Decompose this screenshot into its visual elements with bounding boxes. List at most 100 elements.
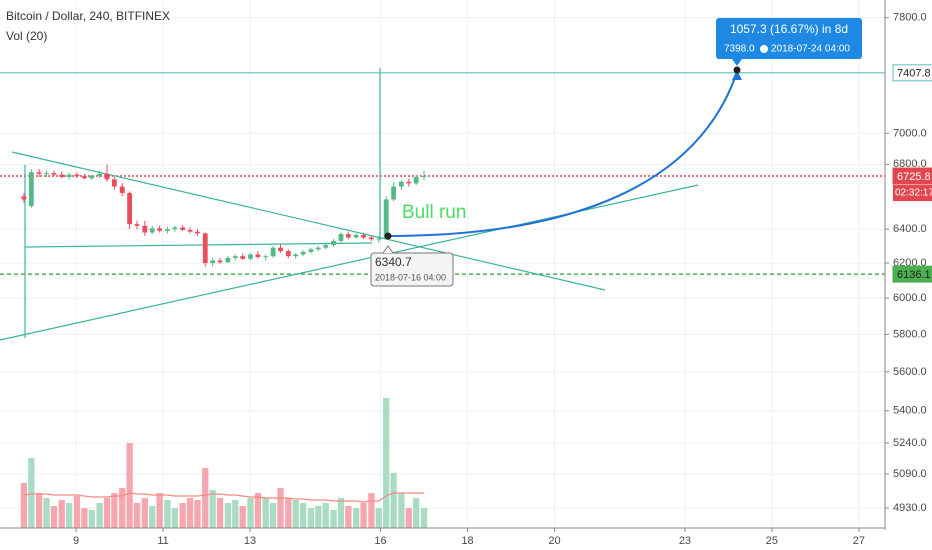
- candle-body: [240, 256, 246, 259]
- volume-bar: [20, 483, 28, 528]
- volume-bar: [88, 510, 95, 528]
- crosshair-date: 2018-07-16 04:00: [375, 272, 446, 282]
- volume-bar: [202, 468, 209, 528]
- volume-bar: [307, 508, 315, 528]
- volume-bar: [360, 503, 367, 528]
- projection-change: 1057.3 (16.67%) in 8d: [730, 22, 848, 36]
- countdown-box: [893, 185, 932, 202]
- volume-bar: [126, 443, 133, 528]
- candle-body: [119, 186, 125, 194]
- volume-bar: [254, 493, 262, 528]
- candle-body: [293, 254, 299, 257]
- x-tick-label: 9: [73, 535, 79, 547]
- candle-body: [59, 174, 65, 177]
- candle-body: [225, 257, 231, 263]
- countdown: 02:32:17: [895, 188, 932, 199]
- candle-body: [74, 174, 80, 177]
- y-tick-label: 7800.0: [893, 12, 927, 24]
- candle-body: [353, 235, 359, 238]
- candle-body: [28, 172, 34, 207]
- crosshair-box: [370, 252, 454, 287]
- volume-bar: [383, 398, 390, 528]
- volume-bar: [368, 493, 375, 528]
- volume-bar: [35, 493, 43, 528]
- candle-body: [308, 249, 314, 252]
- volume-bar: [66, 503, 73, 528]
- volume-bar: [209, 490, 216, 528]
- candle-body: [165, 229, 170, 231]
- y-tick-label: 5240.0: [893, 437, 927, 449]
- volume-bar: [50, 506, 58, 528]
- x-tick-label: 20: [548, 535, 560, 547]
- candle-body: [345, 234, 351, 238]
- volume-bar: [111, 493, 118, 528]
- volume-bar: [216, 498, 224, 528]
- candle-body: [195, 231, 200, 234]
- volume-pane: [20, 398, 428, 528]
- x-tick-label: 25: [766, 535, 778, 547]
- volume-bar: [133, 503, 141, 528]
- projection-date: 2018-07-24 04:00: [771, 44, 850, 55]
- volume-bar: [28, 458, 35, 528]
- volume-bar: [171, 508, 178, 528]
- volume-bar: [164, 500, 171, 528]
- y-tick-label: 6000.0: [893, 292, 927, 304]
- candle-body: [323, 245, 329, 248]
- y-tick-label: 4930.0: [893, 502, 927, 514]
- candle-body: [315, 247, 321, 250]
- x-tick-label: 18: [461, 535, 473, 547]
- candle-body: [255, 254, 261, 258]
- projection-arrow: [732, 70, 742, 80]
- volume-ma-line: [23, 492, 425, 503]
- candle-body: [232, 256, 238, 258]
- candle-body: [44, 173, 49, 175]
- candle-body: [134, 224, 140, 226]
- candle-body: [157, 228, 163, 231]
- projection-curve: [387, 71, 738, 237]
- projection-price: 7398.0: [724, 44, 755, 55]
- candle-body: [331, 240, 336, 246]
- volume-bar: [277, 488, 284, 528]
- volume-bar: [353, 508, 360, 528]
- drawings: [0, 68, 699, 341]
- volume-bar: [337, 498, 345, 528]
- y-tick-label: 5400.0: [893, 405, 927, 417]
- volume-bar: [292, 500, 299, 528]
- candle-body: [278, 247, 283, 252]
- volume-bar: [179, 503, 186, 528]
- volume-bar: [103, 498, 111, 528]
- candle-body: [210, 260, 216, 264]
- volume-bar: [96, 503, 103, 528]
- volume-bar: [43, 498, 50, 528]
- candle-body: [376, 238, 382, 240]
- candle-body: [270, 247, 276, 257]
- annotations: Bull run 6340.7 2018-07-16 04:00 1057.3 …: [370, 18, 862, 287]
- volume-bar: [315, 506, 322, 528]
- x-tick-label: 27: [853, 535, 865, 547]
- y-tick-label: 5800.0: [893, 328, 927, 340]
- candle-body: [89, 175, 95, 179]
- volume-bar: [194, 500, 201, 528]
- volume-bar: [247, 498, 254, 528]
- volume-bar: [413, 498, 420, 528]
- volume-bar: [299, 503, 307, 528]
- volume-bar: [119, 488, 126, 528]
- volume-label: Vol (20): [6, 29, 47, 43]
- y-tick-label: 5600.0: [893, 366, 927, 378]
- volume-bar: [285, 498, 292, 528]
- x-tick-label: 16: [374, 535, 386, 547]
- candle-body: [383, 199, 389, 239]
- crosshair-price: 6340.7: [375, 255, 412, 269]
- volume-bar: [269, 503, 277, 528]
- candle-body: [399, 181, 404, 187]
- candle-body: [81, 176, 87, 179]
- price-label: 7407.8: [897, 68, 931, 80]
- candle-body: [142, 225, 148, 233]
- candle-body: [285, 251, 291, 257]
- volume-bar: [345, 506, 352, 528]
- candle-body: [406, 181, 412, 184]
- price-label-box: [892, 64, 932, 82]
- candle-body: [21, 196, 27, 200]
